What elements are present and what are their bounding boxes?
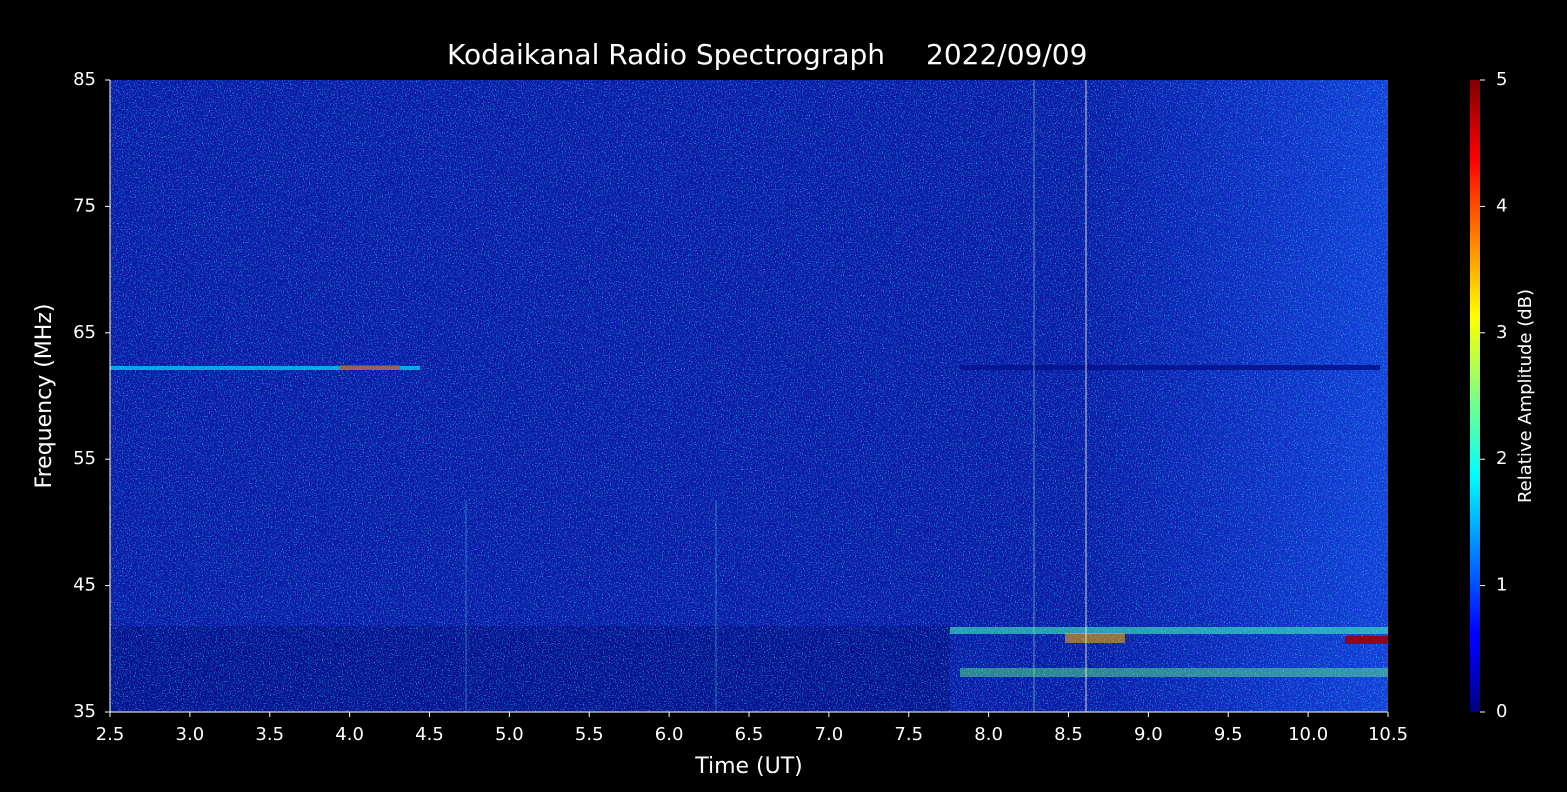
colorbar-tick-label: 0 [1496,701,1507,722]
y-axis-label: Frequency (MHz) [32,304,57,489]
x-tick-label: 3.0 [176,724,205,745]
chart-title: Kodaikanal Radio Spectrograph [447,38,885,71]
colorbar [1470,80,1480,712]
colorbar-tick-label: 4 [1496,195,1507,216]
x-tick-label: 6.5 [735,724,764,745]
x-tick-label: 10.5 [1368,724,1408,745]
y-tick-label: 55 [73,448,96,469]
y-tick-label: 75 [73,195,96,216]
colorbar-label: Relative Amplitude (dB) [1515,289,1536,503]
colorbar-tick-label: 5 [1496,69,1507,90]
y-tick-label: 65 [73,322,96,343]
y-tick-label: 45 [73,575,96,596]
x-tick-label: 4.0 [335,724,364,745]
x-tick-label: 10.0 [1288,724,1328,745]
y-tick-label: 35 [73,701,96,722]
x-tick-label: 9.5 [1214,724,1243,745]
y-tick-label: 85 [73,69,96,90]
x-tick-label: 3.5 [255,724,284,745]
x-tick-label: 5.5 [575,724,604,745]
x-tick-label: 6.0 [655,724,684,745]
x-tick-label: 8.0 [974,724,1003,745]
x-tick-label: 7.0 [815,724,844,745]
colorbar-tick-label: 1 [1496,575,1507,596]
x-tick-label: 4.5 [415,724,444,745]
spectrogram-image [110,80,1388,712]
x-tick-label: 7.5 [894,724,923,745]
colorbar-tick-label: 3 [1496,322,1507,343]
x-tick-label: 5.0 [495,724,524,745]
x-axis-label: Time (UT) [694,754,803,779]
chart-date: 2022/09/09 [926,38,1087,71]
x-tick-label: 8.5 [1054,724,1083,745]
x-tick-label: 2.5 [96,724,125,745]
colorbar-tick-label: 2 [1496,448,1507,469]
x-tick-label: 9.0 [1134,724,1163,745]
